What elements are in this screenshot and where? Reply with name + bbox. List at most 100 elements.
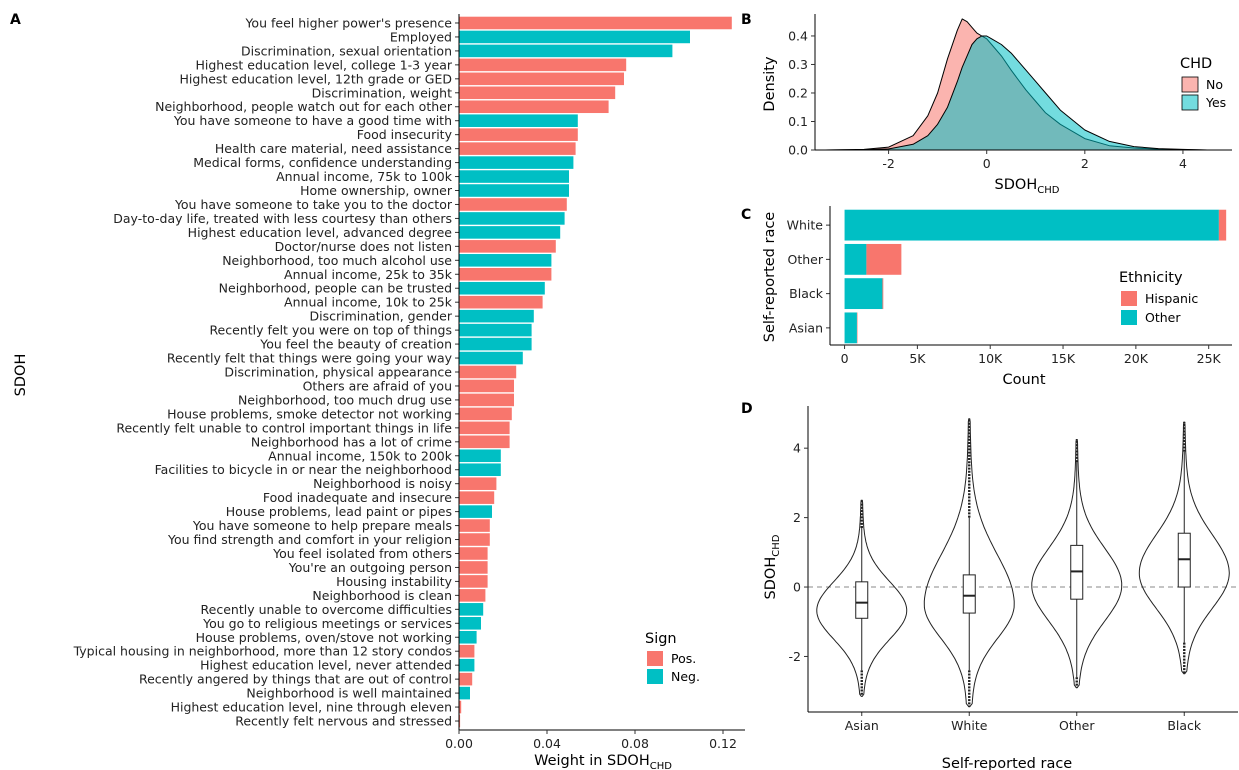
- panel-a-y-tick-label: You find strength and comfort in your re…: [167, 532, 452, 547]
- panel-a-bar: [459, 30, 690, 44]
- panel-c-x-tick-label: 5K: [909, 351, 926, 366]
- panel-d-y-tick-label: 4: [793, 441, 801, 456]
- panel-a-y-tick-label: Neighborhood is well maintained: [246, 686, 452, 701]
- panel-b-legend-label-no: No: [1206, 77, 1223, 92]
- panel-a-bar: [459, 240, 556, 253]
- panel-a-bar: [459, 295, 543, 309]
- panel-a-bar: [459, 630, 477, 644]
- panel-a-y-tick-label: House problems, oven/stove not working: [196, 630, 452, 645]
- panel-b-density: SDOHCHD Density CHD No Yes 0.00.10.20.30…: [762, 14, 1232, 196]
- panel-d-y-tick-label: 2: [793, 510, 801, 525]
- panel-c-y-tick-label: White: [787, 218, 824, 233]
- panel-a-y-tick-label: Highest education level, nine through el…: [171, 700, 452, 715]
- panel-a-legend-swatch-pos: [647, 651, 663, 666]
- panel-a-bar: [459, 672, 473, 686]
- panel-b-y-tick-label: 0.3: [788, 57, 808, 72]
- panel-a-bar: [459, 421, 510, 435]
- panel-c-x-tick-label: 25K: [1197, 351, 1222, 366]
- panel-a-bar: [459, 212, 565, 225]
- panel-a-y-tick-label: Employed: [390, 29, 452, 44]
- panel-c-legend-swatch-other: [1121, 310, 1137, 325]
- panel-a-y-tick-label: You have someone to help prepare meals: [192, 518, 452, 533]
- panel-a-y-tick-label: Day-to-day life, treated with less court…: [113, 211, 452, 226]
- panel-d-violins: Self-reported race SDOHCHD Asian White Oth…: [763, 406, 1238, 770]
- panel-a-bar: [459, 379, 514, 393]
- panel-c-legend-title: Ethnicity: [1119, 270, 1183, 286]
- panel-d-y-title-main: SDOH: [763, 557, 779, 600]
- panel-a-y-tick-label: Discrimination, weight: [312, 85, 452, 100]
- panel-a-y-axis-title: SDOH: [13, 354, 29, 397]
- panel-c-bar-hispanic: [866, 243, 902, 275]
- panel-a-letter: A: [10, 12, 21, 28]
- panel-a-bar: [459, 393, 514, 407]
- panel-c-bar-hispanic: [1218, 209, 1227, 241]
- panel-a-y-tick-label: Doctor/nurse does not listen: [275, 239, 452, 254]
- panel-a-bar: [459, 170, 569, 183]
- panel-a-bar: [459, 589, 486, 602]
- panel-a-y-tick-label: You have someone to have a good time wit…: [173, 113, 452, 128]
- panel-a-y-tick-label: Recently unable to overcome difficulties: [201, 602, 452, 617]
- panel-a-bar: [459, 714, 461, 728]
- panel-a-y-tick-label: Food inadequate and insecure: [263, 490, 452, 505]
- panel-b-y-tick-label: 0.2: [788, 85, 808, 100]
- panel-c-y-tick-label: Other: [788, 252, 824, 267]
- panel-d-violin-asian: [816, 499, 908, 697]
- panel-a-bar: [459, 463, 501, 477]
- panel-d-letter: D: [741, 401, 753, 417]
- panel-c-x-tick-label: 0: [841, 351, 849, 366]
- panel-a-y-tick-label: Recently felt you were on top of things: [209, 323, 452, 338]
- panel-d-box: [962, 574, 976, 614]
- panel-a-bar: [459, 491, 495, 504]
- panel-a-y-tick-label: Others are afraid of you: [303, 378, 452, 393]
- panel-c-legend-swatch-hispanic: [1121, 291, 1137, 306]
- panel-a-bar: [459, 337, 532, 351]
- panel-a-y-tick-label: You feel the beauty of creation: [259, 337, 452, 352]
- panel-d-violin-white: [923, 418, 1015, 708]
- panel-c-x-tick-label: 20K: [1124, 351, 1149, 366]
- panel-a-y-tick-label: Medical forms, confidence understanding: [193, 155, 452, 170]
- panel-a-bar: [459, 449, 501, 463]
- panel-a-bar: [459, 198, 567, 211]
- panel-d-x-tick-label: Black: [1167, 718, 1202, 733]
- panel-a-x-tick-label: 0.04: [533, 736, 561, 751]
- panel-b-x-tick-label: 4: [1179, 156, 1187, 171]
- panel-d-violin-other: [1031, 439, 1123, 689]
- panel-a-y-tick-label: Recently felt nervous and stressed: [235, 714, 452, 729]
- panel-a-y-tick-label: Food insecurity: [357, 127, 453, 142]
- panel-d-violin-black: [1138, 421, 1230, 675]
- panel-d-box: [855, 581, 869, 619]
- panel-c-race-counts: Count Self-reported race Ethnicity Hispa…: [762, 206, 1232, 388]
- panel-d-x-tick-label: White: [951, 718, 988, 733]
- panel-a-y-tick-label: Highest education level, advanced degree: [188, 225, 453, 240]
- panel-a-y-tick-label: Neighborhood, people watch out for each …: [155, 99, 453, 114]
- panel-c-y-tick-label: Black: [789, 286, 824, 301]
- panel-a-x-title-sub: CHD: [650, 761, 673, 770]
- panel-a-legend-label-pos: Pos.: [671, 651, 696, 666]
- panel-a-x-title-main: Weight in SDOH: [534, 753, 650, 769]
- panel-a-bar: [459, 505, 492, 518]
- panel-a-y-tick-label: Neighborhood has a lot of crime: [251, 434, 452, 449]
- panel-a-bar: [459, 700, 462, 714]
- panel-c-x-axis-title: Count: [1002, 372, 1045, 388]
- panel-b-x-tick-label: 2: [1081, 156, 1089, 171]
- panel-a-y-tick-label: Annual income, 25k to 35k: [284, 267, 453, 282]
- panel-a-y-tick-label: Neighborhood, too much drug use: [238, 392, 452, 407]
- panel-a-y-tick-label: You feel isolated from others: [272, 546, 452, 561]
- panel-a-bar: [459, 365, 517, 379]
- panel-c-bar-other: [844, 312, 857, 344]
- panel-a-y-tick-label: You have someone to take you to the doct…: [174, 197, 453, 212]
- panel-a-y-tick-label: Facilities to bicycle in or near the nei…: [155, 462, 452, 477]
- panel-a-bar: [459, 351, 523, 365]
- panel-c-x-tick-label: 10K: [978, 351, 1003, 366]
- panel-a-bar: [459, 617, 481, 630]
- panel-d-x-tick-label: Other: [1059, 718, 1095, 733]
- panel-a-y-tick-label: Annual income, 10k to 25k: [284, 295, 453, 310]
- panel-a-bar: [459, 561, 488, 574]
- panel-d-x-axis-title: Self-reported race: [942, 756, 1073, 770]
- panel-a-y-tick-label: Neighborhood is clean: [312, 588, 452, 603]
- panel-a-legend: Sign Pos. Neg.: [645, 631, 700, 684]
- panel-c-bar-other: [844, 278, 883, 310]
- panel-a-y-tick-label: Discrimination, sexual orientation: [241, 43, 452, 58]
- panel-a-y-tick-label: Highest education level, never attended: [200, 658, 452, 673]
